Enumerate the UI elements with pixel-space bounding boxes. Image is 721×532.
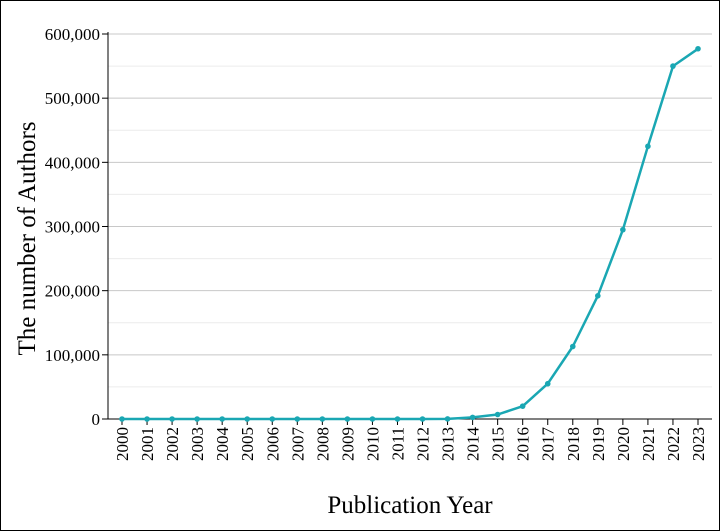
x-tick-label: 2007	[288, 427, 307, 462]
x-tick-label: 2001	[138, 427, 157, 461]
x-tick-label: 2013	[439, 427, 458, 461]
x-tick-label: 2014	[464, 427, 483, 462]
y-axis-label: The number of Authors	[14, 122, 41, 356]
x-tick-label: 2003	[188, 427, 207, 461]
data-point	[419, 416, 426, 422]
x-tick-label: 2006	[263, 427, 282, 461]
x-tick-label: 2011	[388, 427, 407, 460]
x-tick-label: 2010	[363, 427, 382, 461]
series-group	[119, 45, 701, 422]
x-tick-label: 2000	[113, 427, 132, 461]
x-tick-label: 2022	[664, 427, 683, 461]
data-point	[494, 411, 501, 418]
data-point	[319, 416, 326, 422]
x-axis-label: Publication Year	[327, 492, 493, 519]
data-point	[394, 416, 401, 422]
x-tick-label: 2008	[313, 427, 332, 461]
y-tick-label: 200,000	[45, 282, 100, 301]
x-tick-label: 2002	[163, 427, 182, 461]
y-tick-label: 500,000	[45, 89, 100, 108]
data-point	[169, 416, 175, 422]
y-tick-label: 600,000	[45, 25, 100, 44]
data-point	[219, 416, 225, 422]
y-tick-label: 0	[92, 410, 101, 429]
x-tick-label: 2005	[238, 427, 257, 461]
data-point	[695, 45, 701, 52]
y-axis-ticks: 0 100,000 200,000 300,000 400,000 500,000 600,…	[45, 25, 108, 429]
data-point	[595, 293, 601, 299]
x-tick-label: 2020	[614, 427, 633, 461]
data-point	[469, 414, 476, 421]
data-point	[194, 416, 200, 422]
x-tick-label: 2016	[514, 427, 533, 461]
data-point	[670, 63, 676, 69]
x-tick-label: 2004	[213, 427, 232, 462]
series-line	[122, 47, 699, 421]
data-point	[119, 416, 125, 422]
data-point	[369, 416, 376, 422]
y-tick-label: 300,000	[45, 218, 100, 237]
x-tick-label: 2018	[564, 427, 583, 461]
data-point	[269, 416, 276, 422]
grid-lines	[108, 33, 712, 388]
data-point	[444, 416, 451, 422]
data-point	[569, 343, 576, 350]
x-tick-label: 2021	[639, 427, 658, 461]
x-tick-label: 2017	[539, 427, 558, 462]
data-point	[144, 416, 150, 422]
x-tick-label: 2009	[338, 427, 357, 461]
y-tick-label: 100,000	[45, 346, 100, 365]
data-point	[645, 143, 651, 150]
x-tick-label: 2012	[414, 427, 433, 461]
data-point	[244, 416, 251, 422]
x-tick-label: 2023	[689, 427, 708, 461]
x-tick-label: 2019	[589, 427, 608, 461]
data-point	[519, 403, 526, 409]
data-point	[544, 380, 551, 387]
x-axis-ticks: 2000 2001 2002 2003 2004 2005 2006 2007 2008 2009…	[113, 419, 708, 461]
y-tick-label: 400,000	[45, 153, 100, 172]
data-point	[344, 416, 351, 422]
data-point	[620, 226, 626, 233]
data-point	[294, 416, 301, 422]
x-tick-label: 2015	[489, 427, 508, 461]
